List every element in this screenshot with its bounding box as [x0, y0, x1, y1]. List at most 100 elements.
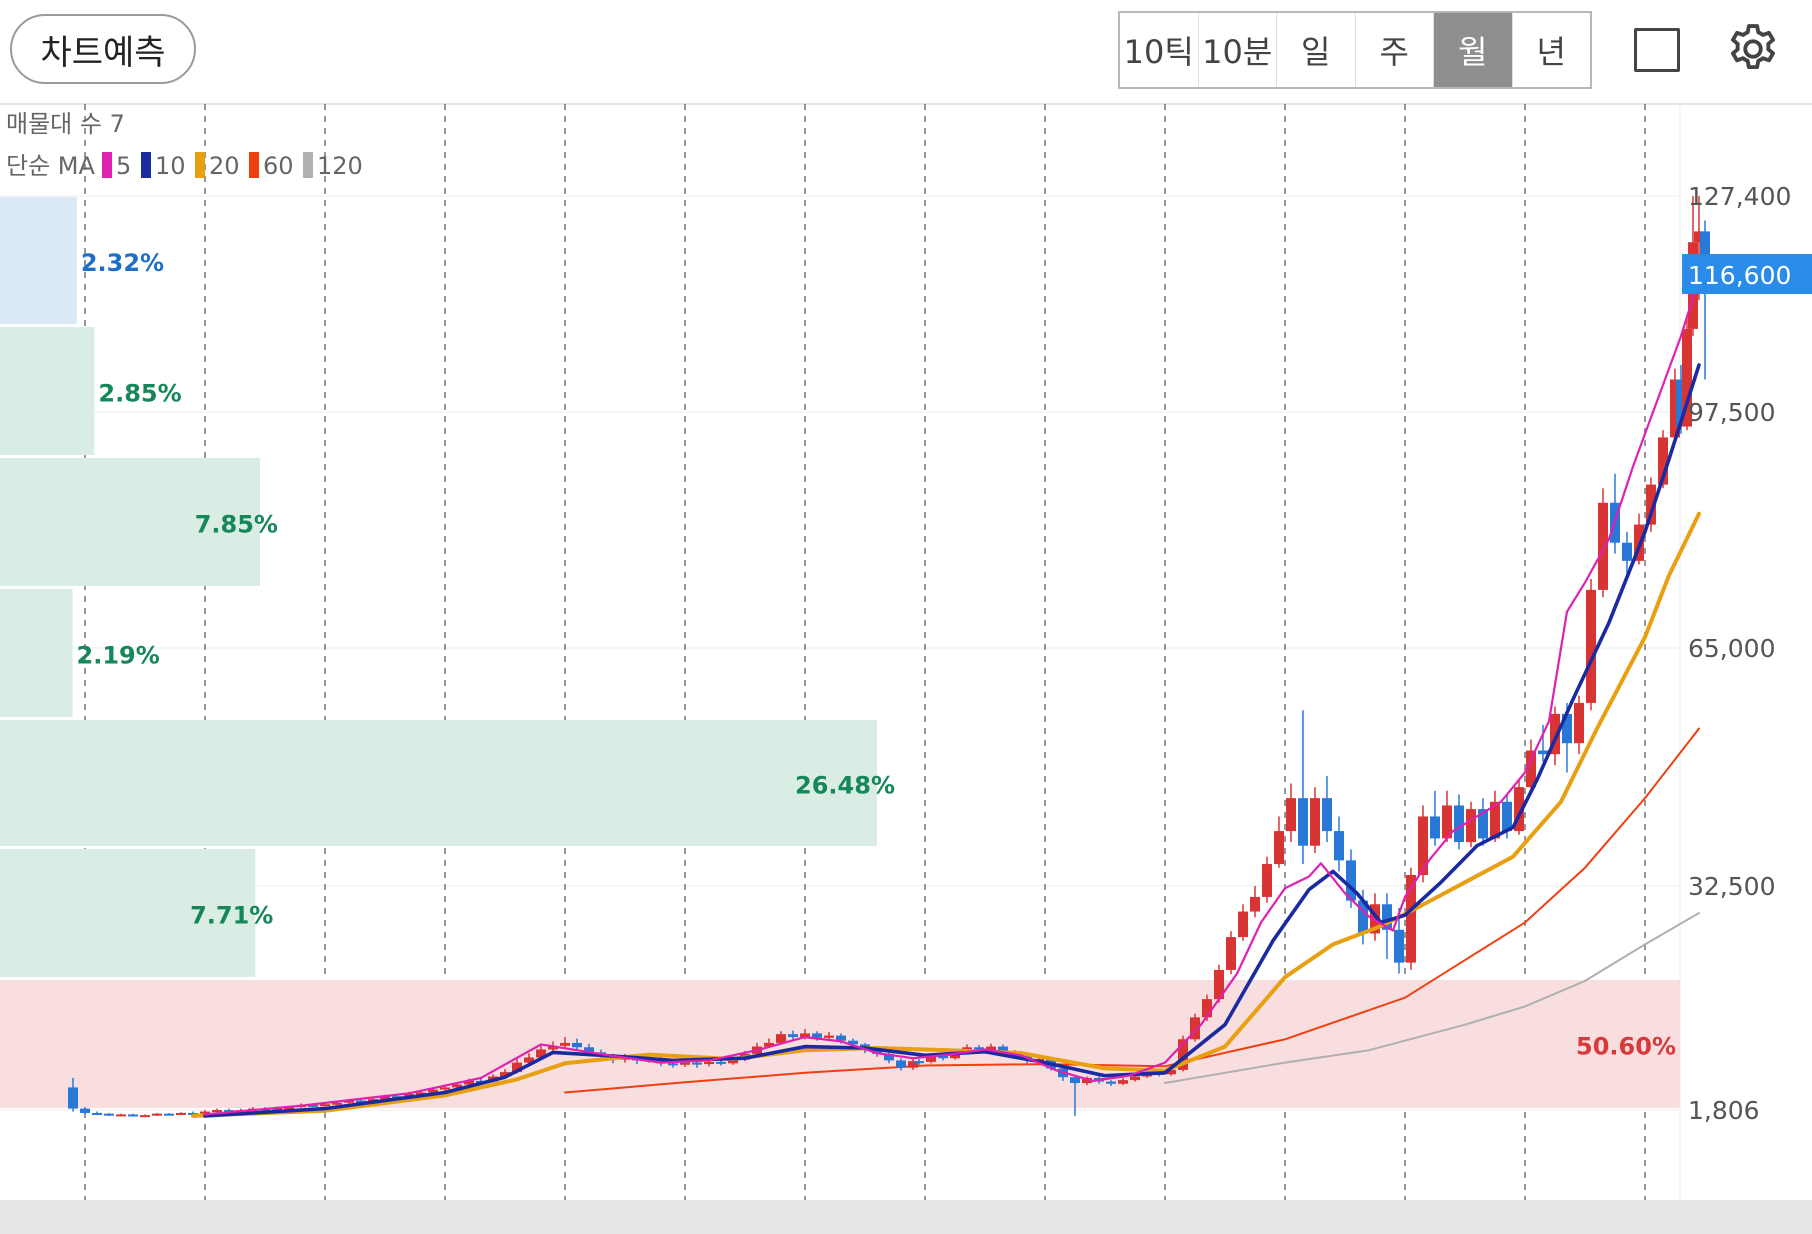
ma60-line-group: [564, 727, 1700, 1094]
candle-body: [1394, 929, 1404, 963]
period-tab-10min[interactable]: 10분: [1199, 13, 1277, 87]
chart-predict-button[interactable]: 차트예측: [10, 14, 196, 84]
ma-period-label: 60: [263, 152, 294, 180]
ma-short-lines: [191, 277, 1701, 1118]
candle-body: [1526, 750, 1536, 788]
candle-body: [1214, 969, 1224, 1000]
candle: [1214, 964, 1224, 1003]
ma-swatch: [249, 152, 259, 178]
candle: [1454, 794, 1464, 850]
candle-body: [1190, 1017, 1200, 1040]
candle-body: [1274, 831, 1284, 865]
candle: [788, 1030, 798, 1040]
volume-profile: 2.32% 2.85% 7.85% 2.19% 26.48% 7.71% 50.60%: [0, 197, 1680, 1108]
candle: [1274, 816, 1284, 868]
candle-body: [1250, 896, 1260, 912]
candle-body: [176, 1112, 186, 1115]
candle: [1526, 739, 1536, 795]
candle: [1586, 579, 1596, 711]
volume-profile-bar: [0, 980, 1680, 1108]
candle: [164, 1112, 174, 1116]
gear-icon[interactable]: [1724, 20, 1782, 78]
candle-body: [1622, 542, 1632, 561]
period-tab-10tick[interactable]: 10틱: [1120, 13, 1199, 87]
candle-body: [200, 1111, 210, 1114]
candle-body: [836, 1035, 846, 1041]
period-tab-week[interactable]: 주: [1356, 13, 1434, 87]
candle: [1190, 1013, 1200, 1042]
candle-body: [164, 1113, 174, 1116]
candle-body: [926, 1055, 936, 1062]
ma-period-label: 10: [155, 152, 186, 180]
candlesticks: [68, 196, 1710, 1118]
candle-body: [308, 1104, 318, 1107]
candle-body: [1694, 231, 1704, 243]
candle: [1298, 710, 1308, 865]
candle: [560, 1037, 570, 1049]
candle: [1478, 798, 1488, 846]
candle-body: [680, 1062, 690, 1065]
candle: [176, 1112, 186, 1116]
candle-body: [1646, 484, 1656, 525]
period-tab-day[interactable]: 일: [1277, 13, 1356, 87]
ma60-line: [564, 727, 1700, 1094]
candle-body: [1286, 798, 1296, 832]
candle-body: [824, 1035, 834, 1038]
candle-body: [1598, 502, 1608, 590]
candle-body: [416, 1092, 426, 1095]
candle-body: [914, 1061, 924, 1064]
ma5-line: [203, 277, 1701, 1116]
candle-body: [1166, 1069, 1176, 1075]
candle-body: [692, 1062, 702, 1065]
date-axis: [0, 1200, 1812, 1234]
current-price-tag: [1682, 254, 1812, 295]
candle-body: [1550, 713, 1560, 755]
candle-body: [1070, 1077, 1080, 1084]
ma-swatch: [102, 152, 112, 178]
candle-body: [356, 1100, 366, 1103]
candle-body: [212, 1110, 222, 1113]
ma120-line: [1164, 912, 1700, 1084]
volume-profile-percent: 2.85%: [98, 380, 181, 408]
candle-body: [1700, 231, 1710, 275]
top-toolbar: 차트예측 10틱 10분 일 주 월 년: [0, 0, 1812, 104]
candle: [1490, 790, 1500, 843]
candle-body: [152, 1113, 162, 1116]
candle-body: [332, 1102, 342, 1105]
candle-body: [1382, 904, 1392, 930]
volume-profile-percent: 7.71%: [190, 902, 273, 930]
price-tick-label: 32,500: [1688, 872, 1775, 901]
candle-body: [1178, 1039, 1188, 1070]
period-tab-month[interactable]: 월: [1434, 13, 1513, 87]
candle-body: [1082, 1077, 1092, 1084]
candle: [1622, 531, 1632, 576]
candle: [908, 1058, 918, 1070]
ma-period-label: 120: [317, 152, 363, 180]
candle: [1238, 904, 1248, 941]
candle: [68, 1077, 78, 1112]
candle-body: [452, 1084, 462, 1088]
candle-body: [1298, 798, 1308, 846]
candle-body: [524, 1057, 534, 1063]
candle-body: [512, 1062, 522, 1073]
candle: [1670, 368, 1680, 442]
period-selector: 10틱 10분 일 주 월 년: [1118, 11, 1592, 89]
candle-body: [128, 1114, 138, 1117]
price-tick-label: 127,400: [1688, 182, 1791, 211]
period-tab-year[interactable]: 년: [1536, 33, 1566, 71]
candle-body: [536, 1049, 546, 1058]
candle-body: [1430, 816, 1440, 839]
volume-profile-label[interactable]: 매물대 수 7: [6, 110, 125, 138]
candle-body: [68, 1087, 78, 1109]
price-tick-label: 97,500: [1688, 398, 1775, 427]
volume-profile-percent: 7.85%: [195, 511, 278, 539]
candle: [128, 1113, 138, 1117]
candle-body: [1670, 379, 1680, 438]
candle-body: [584, 1047, 594, 1053]
candle-body: [998, 1046, 1008, 1052]
volume-profile-bar: [0, 720, 877, 846]
candle-body: [1334, 831, 1344, 861]
fullscreen-square-icon[interactable]: [1634, 28, 1680, 72]
candle-body: [974, 1047, 984, 1051]
ma-label[interactable]: 단순 MA: [6, 152, 95, 180]
